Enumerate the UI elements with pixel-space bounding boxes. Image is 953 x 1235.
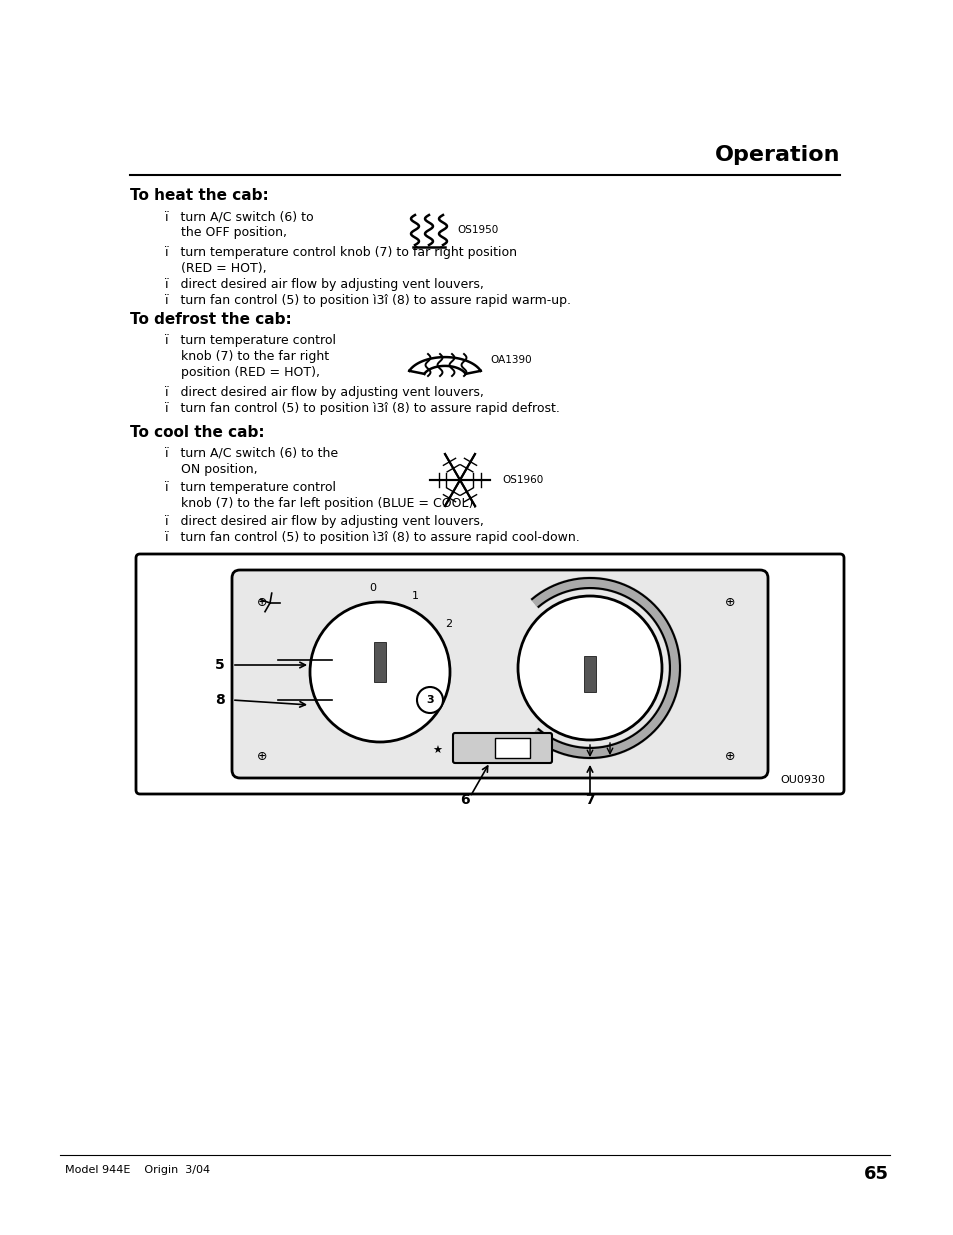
Text: ï   turn A/C switch (6) to the: ï turn A/C switch (6) to the: [165, 447, 337, 459]
Text: 3: 3: [426, 695, 434, 705]
Text: 8: 8: [214, 693, 225, 706]
Text: ★: ★: [432, 746, 441, 756]
Text: ï   turn A/C switch (6) to: ï turn A/C switch (6) to: [165, 210, 314, 224]
Text: To defrost the cab:: To defrost the cab:: [130, 312, 292, 327]
Text: To cool the cab:: To cool the cab:: [130, 425, 264, 440]
Text: the OFF position,: the OFF position,: [165, 226, 287, 240]
Text: ⊕: ⊕: [724, 750, 735, 762]
Text: To heat the cab:: To heat the cab:: [130, 188, 269, 203]
Text: ï   turn temperature control knob (7) to far right position: ï turn temperature control knob (7) to f…: [165, 246, 517, 259]
FancyBboxPatch shape: [136, 555, 843, 794]
Text: ï   turn fan control (5) to position ì3î (8) to assure rapid cool-down.: ï turn fan control (5) to position ì3î (…: [165, 531, 579, 543]
Circle shape: [310, 601, 450, 742]
Text: ⊕: ⊕: [724, 595, 735, 609]
Text: Model 944E    Origin  3/04: Model 944E Origin 3/04: [65, 1165, 210, 1174]
Text: ï   direct desired air flow by adjusting vent louvers,: ï direct desired air flow by adjusting v…: [165, 278, 483, 291]
Text: ï   direct desired air flow by adjusting vent louvers,: ï direct desired air flow by adjusting v…: [165, 515, 483, 529]
Circle shape: [416, 687, 442, 713]
Text: 7: 7: [584, 793, 594, 806]
Text: ON position,: ON position,: [165, 463, 257, 475]
Text: knob (7) to the far left position (BLUE = COOL),: knob (7) to the far left position (BLUE …: [165, 496, 476, 510]
Text: position (RED = HOT),: position (RED = HOT),: [165, 366, 319, 379]
Text: knob (7) to the far right: knob (7) to the far right: [165, 350, 329, 363]
Bar: [583, 656, 596, 692]
Text: (RED = HOT),: (RED = HOT),: [165, 262, 266, 275]
Text: ⊕: ⊕: [256, 595, 267, 609]
Text: ï   turn temperature control: ï turn temperature control: [165, 480, 335, 494]
FancyBboxPatch shape: [453, 734, 552, 763]
Text: ï   direct desired air flow by adjusting vent louvers,: ï direct desired air flow by adjusting v…: [165, 387, 483, 399]
Text: ï   turn fan control (5) to position ì3î (8) to assure rapid warm-up.: ï turn fan control (5) to position ì3î (…: [165, 294, 571, 308]
Text: OU0930: OU0930: [780, 776, 824, 785]
Text: ï   turn fan control (5) to position ì3î (8) to assure rapid defrost.: ï turn fan control (5) to position ì3î (…: [165, 403, 559, 415]
Text: 0: 0: [369, 583, 375, 593]
Text: ⊕: ⊕: [256, 750, 267, 762]
FancyBboxPatch shape: [232, 571, 767, 778]
Text: 6: 6: [459, 793, 469, 806]
Text: ï   turn temperature control: ï turn temperature control: [165, 333, 335, 347]
Text: 1: 1: [412, 590, 418, 601]
Text: 2: 2: [445, 619, 452, 629]
Text: 5: 5: [214, 658, 225, 672]
Bar: [374, 642, 386, 682]
Circle shape: [517, 597, 661, 740]
Text: OS1960: OS1960: [501, 475, 542, 485]
Text: 65: 65: [863, 1165, 888, 1183]
Text: OS1950: OS1950: [456, 225, 497, 235]
Text: Operation: Operation: [714, 144, 840, 165]
Text: OA1390: OA1390: [490, 354, 531, 366]
Bar: [495, 739, 530, 758]
